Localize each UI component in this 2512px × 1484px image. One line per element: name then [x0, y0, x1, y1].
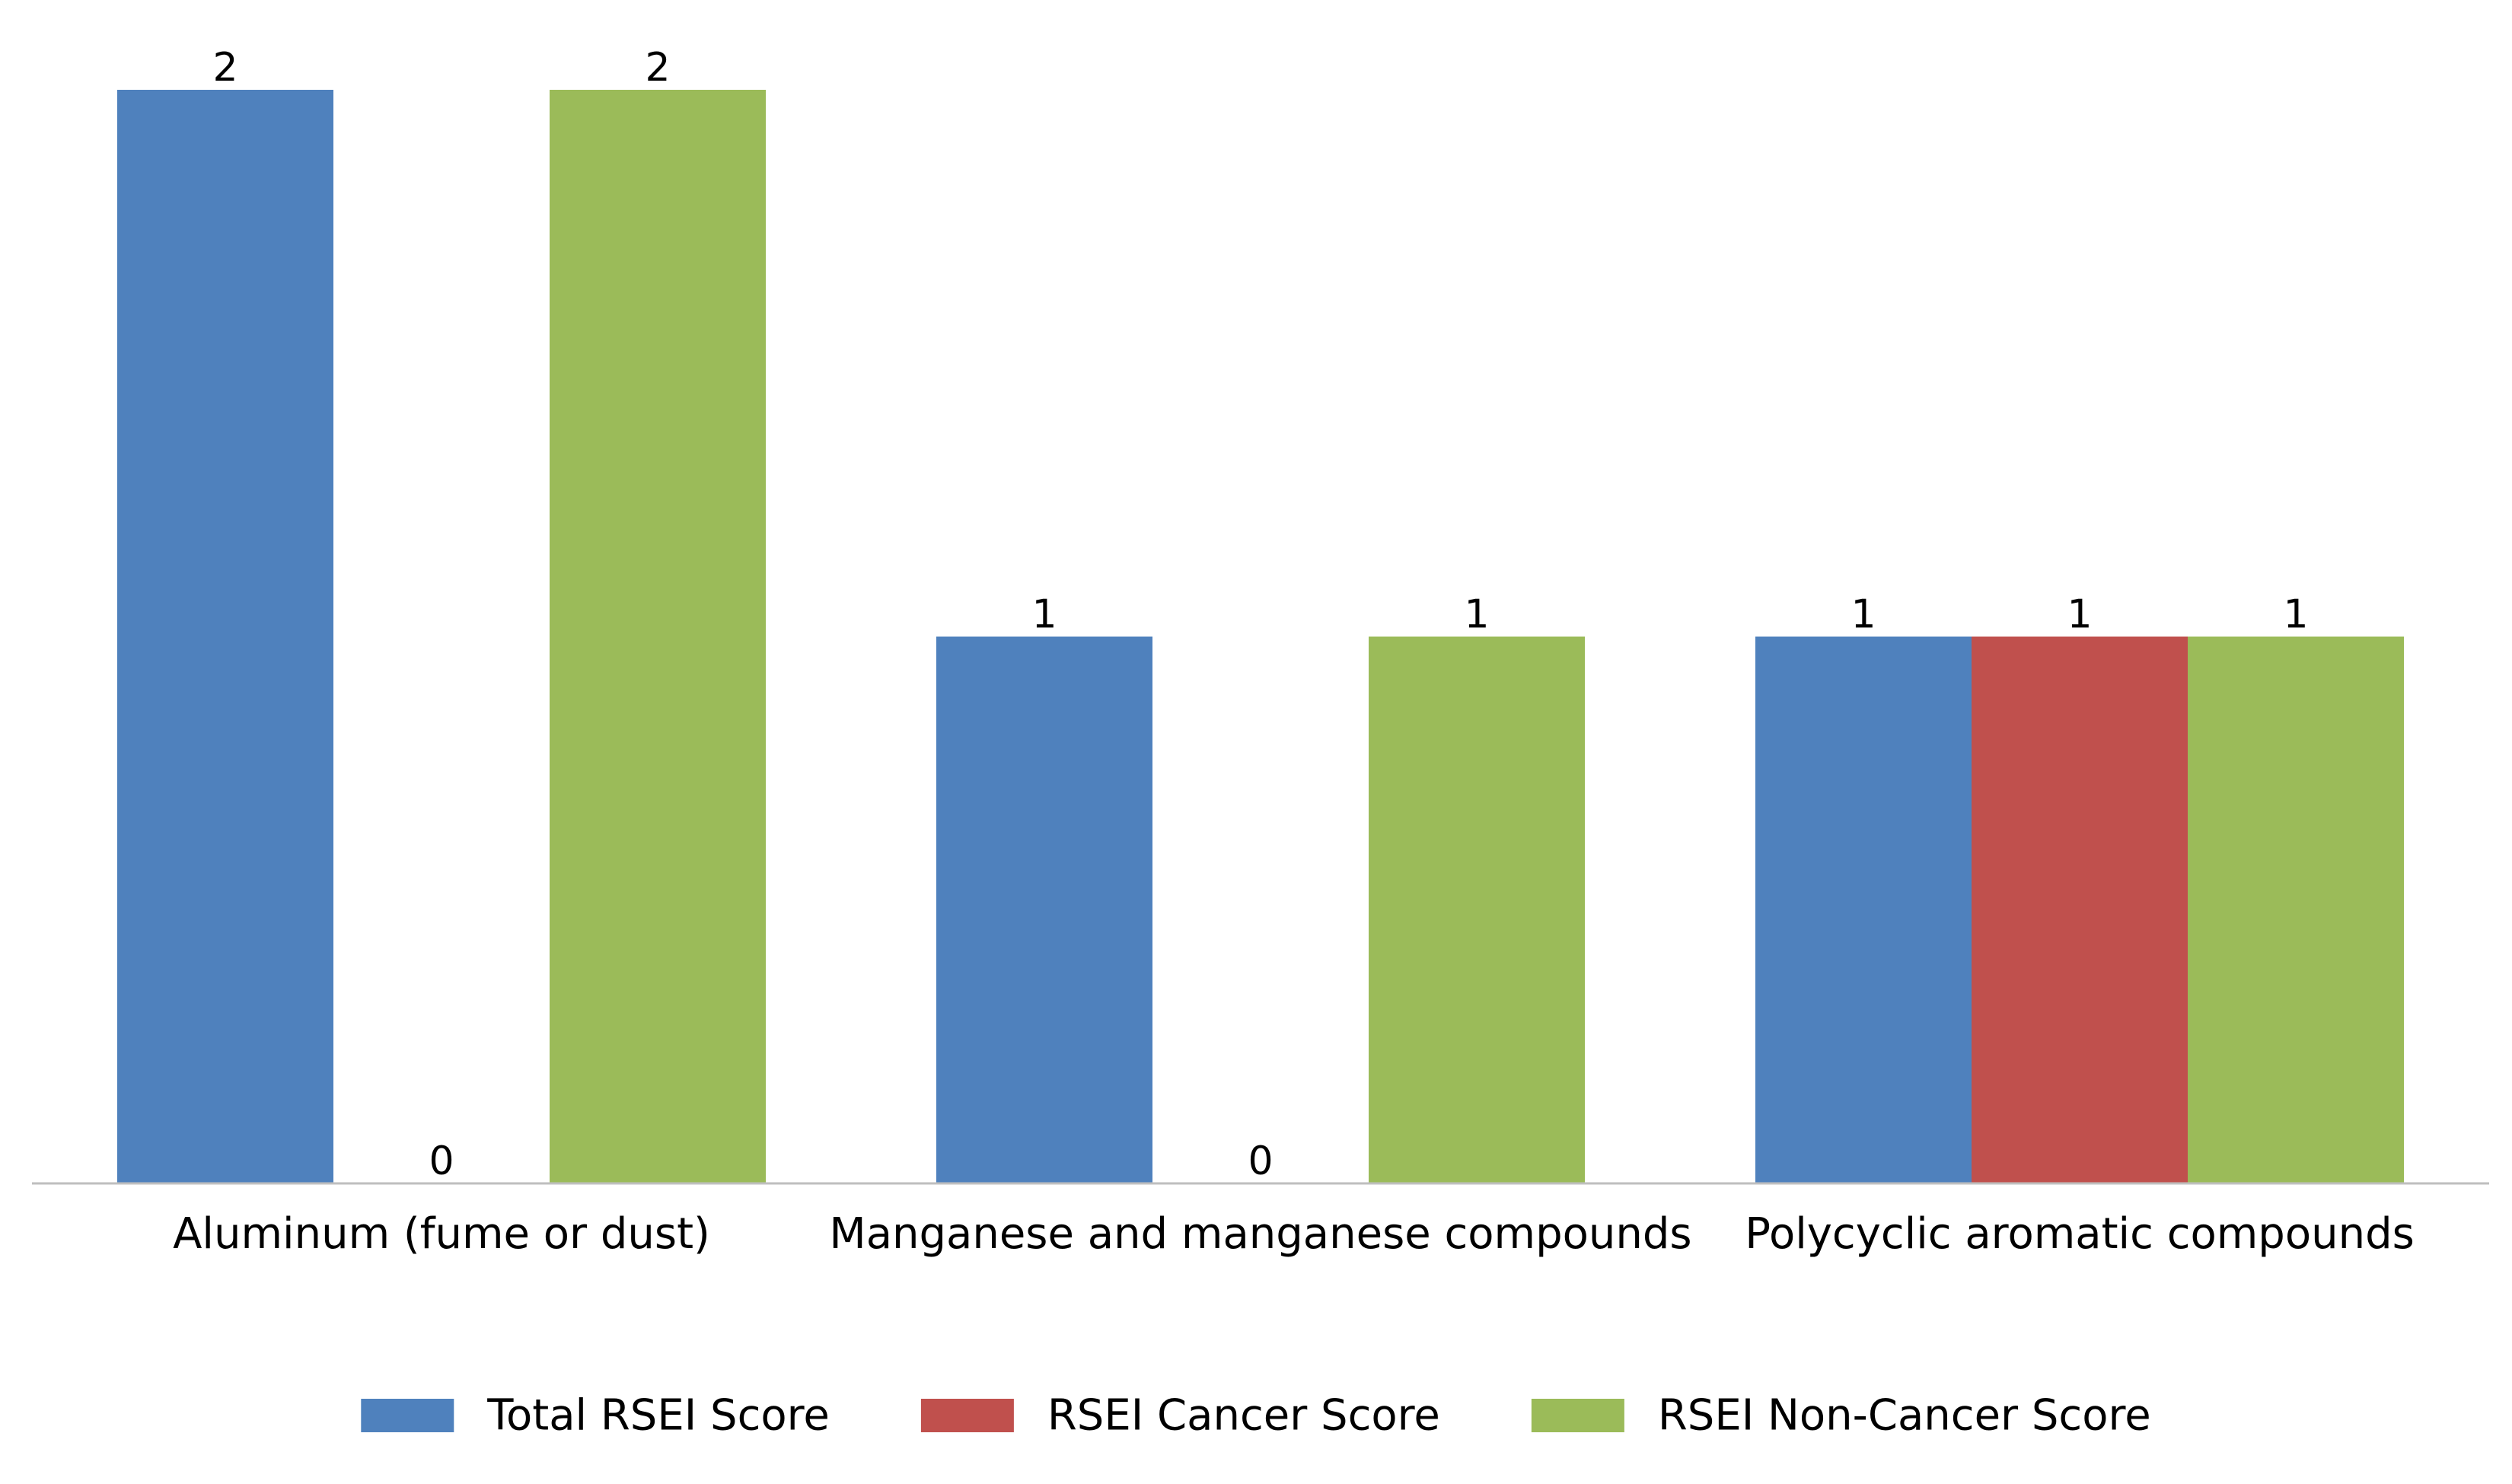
bar-rsei-non-cancer-score-manganese-and-manganese-compounds: [1369, 636, 1585, 1183]
category-label-manganese-and-manganese-compounds: Manganese and manganese compounds: [829, 1209, 1691, 1259]
bar-rsei-cancer-score-polycyclic-aromatic-compounds: [1972, 636, 2188, 1183]
data-label-total-rsei-score-aluminum-fume-or-dust: 2: [212, 45, 237, 91]
legend-label-rsei-non-cancer-score: RSEI Non-Cancer Score: [1658, 1391, 2151, 1441]
legend: Total RSEI Score RSEI Cancer Score RSEI No…: [361, 1391, 2151, 1441]
legend-label-total-rsei-score: Total RSEI Score: [486, 1391, 830, 1441]
data-label-rsei-cancer-score-manganese-and-manganese-compounds: 0: [1248, 1138, 1273, 1184]
data-label-rsei-non-cancer-score-manganese-and-manganese-compounds: 1: [1464, 592, 1489, 638]
category-labels-layer: Aluminum (fume or dust) Manganese and man…: [173, 1209, 2415, 1259]
category-label-aluminum-fume-or-dust: Aluminum (fume or dust): [173, 1209, 710, 1259]
data-label-rsei-non-cancer-score-polycyclic-aromatic-compounds: 1: [2283, 592, 2308, 638]
bar-total-rsei-score-aluminum-fume-or-dust: [117, 90, 333, 1183]
bar-total-rsei-score-manganese-and-manganese-compounds: [936, 636, 1152, 1183]
bar-total-rsei-score-polycyclic-aromatic-compounds: [1755, 636, 1972, 1183]
data-label-rsei-cancer-score-polycyclic-aromatic-compounds: 1: [2067, 592, 2092, 638]
bar-rsei-non-cancer-score-aluminum-fume-or-dust: [550, 90, 766, 1183]
bars-layer: [117, 90, 2404, 1183]
data-label-total-rsei-score-polycyclic-aromatic-compounds: 1: [1851, 592, 1876, 638]
data-labels-layer: 2 0 2 1 0 1 1 1 1: [212, 45, 2308, 1184]
legend-label-rsei-cancer-score: RSEI Cancer Score: [1047, 1391, 1440, 1441]
data-label-rsei-non-cancer-score-aluminum-fume-or-dust: 2: [645, 45, 670, 91]
data-label-total-rsei-score-manganese-and-manganese-compounds: 1: [1031, 592, 1057, 638]
category-label-polycyclic-aromatic-compounds: Polycyclic aromatic compounds: [1745, 1209, 2415, 1259]
data-label-rsei-cancer-score-aluminum-fume-or-dust: 0: [429, 1138, 454, 1184]
legend-swatch-total-rsei-score: [361, 1399, 454, 1432]
legend-swatch-rsei-non-cancer-score: [1531, 1399, 1624, 1432]
bar-rsei-non-cancer-score-polycyclic-aromatic-compounds: [2188, 636, 2404, 1183]
legend-swatch-rsei-cancer-score: [920, 1399, 1014, 1432]
